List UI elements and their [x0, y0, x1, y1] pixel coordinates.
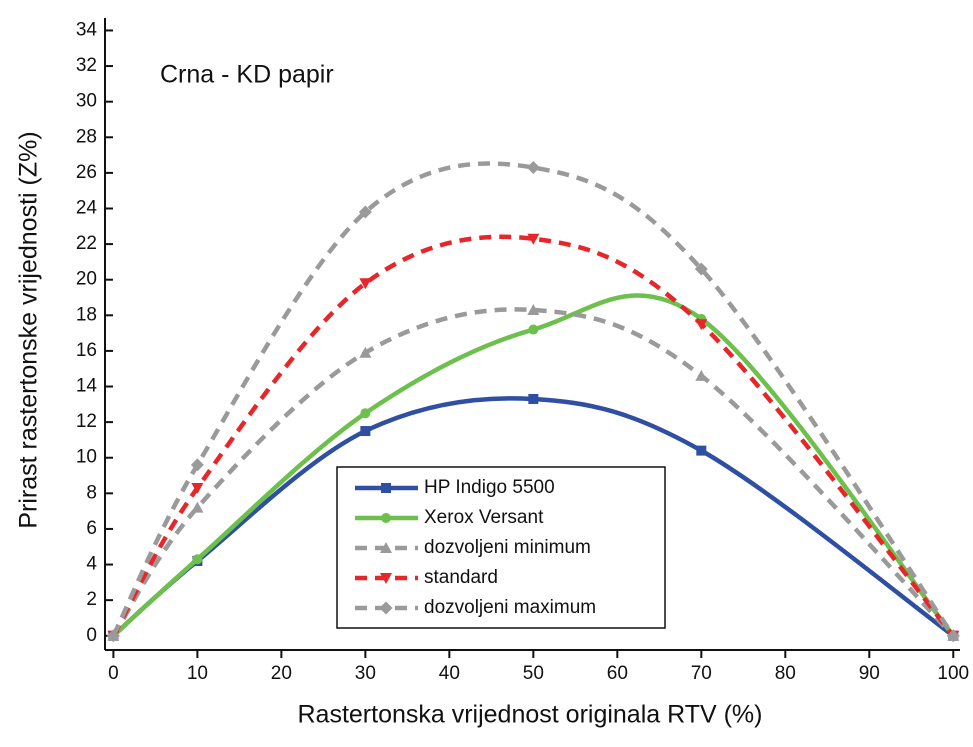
marker	[946, 629, 960, 643]
marker	[380, 573, 392, 584]
x-axis-label: Rastertonska vrijednost originala RTV (%…	[297, 701, 762, 729]
x-tick-label: 40	[439, 663, 460, 684]
x-tick-label: 80	[775, 663, 796, 684]
marker	[694, 262, 708, 276]
marker	[106, 629, 120, 643]
marker	[528, 393, 539, 404]
marker	[695, 319, 708, 331]
y-tick-label: 24	[76, 198, 98, 219]
marker	[191, 482, 204, 494]
x-tick-label: 0	[108, 663, 119, 684]
y-tick-label: 8	[86, 482, 97, 503]
marker	[358, 205, 372, 219]
y-tick-label: 30	[76, 91, 97, 112]
marker	[359, 346, 372, 358]
marker	[528, 324, 539, 335]
marker	[380, 542, 392, 553]
marker	[527, 233, 540, 245]
y-tick-label: 6	[86, 518, 97, 539]
y-tick-label: 10	[76, 447, 97, 468]
x-tick-label: 30	[355, 663, 376, 684]
y-tick-label: 26	[76, 162, 97, 183]
marker	[527, 303, 540, 315]
legend-box	[336, 466, 666, 629]
series-line	[111, 307, 955, 638]
y-tick-label: 14	[76, 376, 98, 397]
x-tick-label: 10	[187, 663, 208, 684]
legend-label: dozvoljeni minimum	[424, 537, 591, 558]
marker	[359, 278, 372, 290]
x-tick-label: 100	[937, 663, 969, 684]
y-tick-label: 18	[76, 304, 97, 325]
legend-label: HP Indigo 5500	[424, 477, 555, 498]
marker	[381, 513, 391, 523]
marker	[190, 458, 204, 472]
y-tick-label: 4	[86, 554, 97, 575]
legend: HP Indigo 5500 Xerox Versant dozvoljeni mi…	[336, 466, 666, 629]
y-tick-label: 20	[76, 269, 97, 290]
x-tick-label: 20	[271, 663, 292, 684]
marker	[526, 161, 540, 175]
marker	[695, 369, 708, 381]
y-tick-label: 2	[86, 589, 97, 610]
marker	[381, 483, 391, 493]
annotation: Crna - KD papir	[160, 61, 334, 89]
x-tick-label: 60	[607, 663, 628, 684]
y-tick-label: 28	[76, 126, 97, 147]
legend-label: Xerox Versant	[424, 507, 544, 528]
legend-label: dozvoljeni maximum	[424, 597, 596, 618]
x-tick-label: 90	[859, 663, 880, 684]
marker	[191, 501, 204, 513]
x-tick-label: 50	[523, 663, 544, 684]
legend-label: standard	[424, 567, 498, 588]
y-tick-label: 12	[76, 411, 97, 432]
y-tick-label: 22	[76, 233, 97, 254]
y-axis-label: Prirast rastertonske vrijednosti (Z%)	[15, 131, 43, 528]
marker	[696, 445, 707, 456]
marker	[360, 426, 371, 437]
y-tick-label: 16	[76, 340, 97, 361]
y-tick-label: 34	[76, 19, 98, 40]
y-tick-label: 32	[76, 55, 97, 76]
marker	[379, 601, 393, 615]
x-tick-label: 70	[691, 663, 712, 684]
marker	[360, 408, 371, 419]
marker	[192, 554, 203, 565]
y-tick-label: 0	[86, 625, 97, 646]
